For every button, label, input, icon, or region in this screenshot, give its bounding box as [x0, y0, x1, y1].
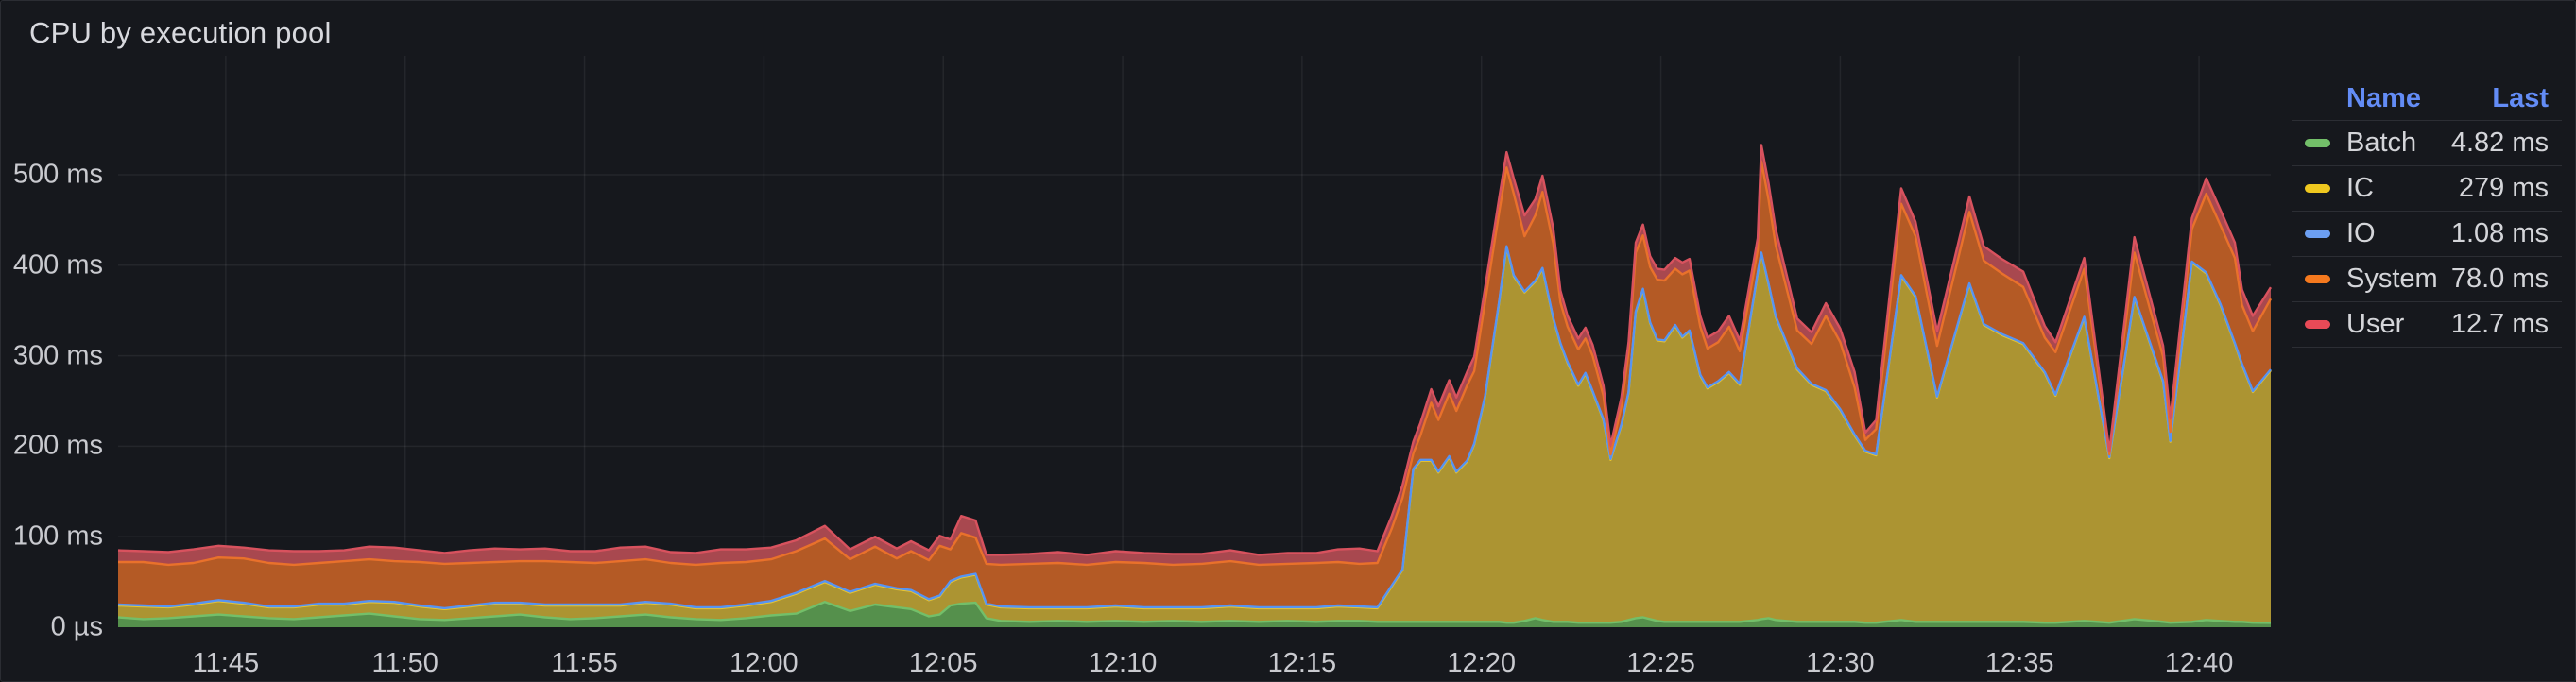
panel-title[interactable]: CPU by execution pool: [29, 16, 332, 49]
legend-row-ic[interactable]: IC 279 ms: [2292, 166, 2562, 212]
legend-last-value: 4.82 ms: [2450, 128, 2549, 158]
x-tick-label: 12:00: [730, 648, 799, 678]
legend-last-value: 12.7 ms: [2450, 309, 2549, 339]
x-tick-label: 12:10: [1088, 648, 1158, 678]
legend-series-name: IO: [2346, 218, 2376, 248]
series-color-marker: [2305, 139, 2330, 147]
legend-series-name: Batch: [2346, 128, 2417, 158]
y-tick-label: 200 ms: [12, 430, 103, 461]
y-tick-label: 400 ms: [12, 249, 103, 281]
legend-sort-last[interactable]: Last: [2492, 82, 2549, 113]
y-tick-label: 300 ms: [12, 340, 103, 371]
series-color-marker: [2305, 230, 2330, 238]
series-line-batch: [117, 601, 2272, 624]
legend-row-system[interactable]: System 78.0 ms: [2292, 257, 2562, 302]
legend-row-batch[interactable]: Batch 4.82 ms: [2292, 121, 2562, 166]
legend-table: Name Last Batch 4.82 ms IC 279 ms IO 1.08 ms S…: [2292, 77, 2562, 348]
legend-last-value: 279 ms: [2458, 173, 2549, 203]
legend-header: Name Last: [2292, 77, 2562, 121]
legend-row-io[interactable]: IO 1.08 ms: [2292, 212, 2562, 257]
legend-series-name: User: [2346, 309, 2405, 339]
x-tick-label: 12:05: [908, 648, 978, 678]
series-color-marker: [2305, 184, 2330, 193]
x-tick-label: 11:50: [371, 648, 438, 678]
area-band-batch: [118, 602, 2271, 627]
legend-last-value: 78.0 ms: [2450, 264, 2549, 294]
x-tick-label: 12:30: [1806, 648, 1875, 678]
series-color-marker: [2305, 320, 2330, 329]
x-tick-label: 12:20: [1447, 648, 1517, 678]
legend-sort-name[interactable]: Name: [2346, 82, 2421, 113]
area-band-ic: [118, 247, 2271, 623]
legend-row-user[interactable]: User 12.7 ms: [2292, 302, 2562, 348]
x-tick-label: 11:55: [551, 648, 618, 678]
x-tick-label: 12:25: [1626, 648, 1695, 678]
legend-series-name: IC: [2346, 173, 2374, 203]
series-line-io: [117, 245, 2272, 610]
y-tick-label: 100 ms: [12, 520, 103, 552]
series-color-marker: [2305, 275, 2330, 283]
y-tick-label: 500 ms: [12, 159, 103, 190]
area-band-system: [118, 161, 2271, 608]
x-tick-label: 12:40: [2164, 648, 2234, 678]
legend-last-value: 1.08 ms: [2450, 218, 2549, 248]
x-tick-label: 12:35: [1984, 648, 2054, 678]
series-line-user: [117, 144, 2273, 556]
y-tick-label: 0 µs: [50, 611, 103, 642]
x-tick-label: 12:15: [1267, 648, 1337, 678]
legend-series-name: System: [2346, 264, 2438, 294]
x-tick-label: 11:45: [192, 648, 260, 678]
